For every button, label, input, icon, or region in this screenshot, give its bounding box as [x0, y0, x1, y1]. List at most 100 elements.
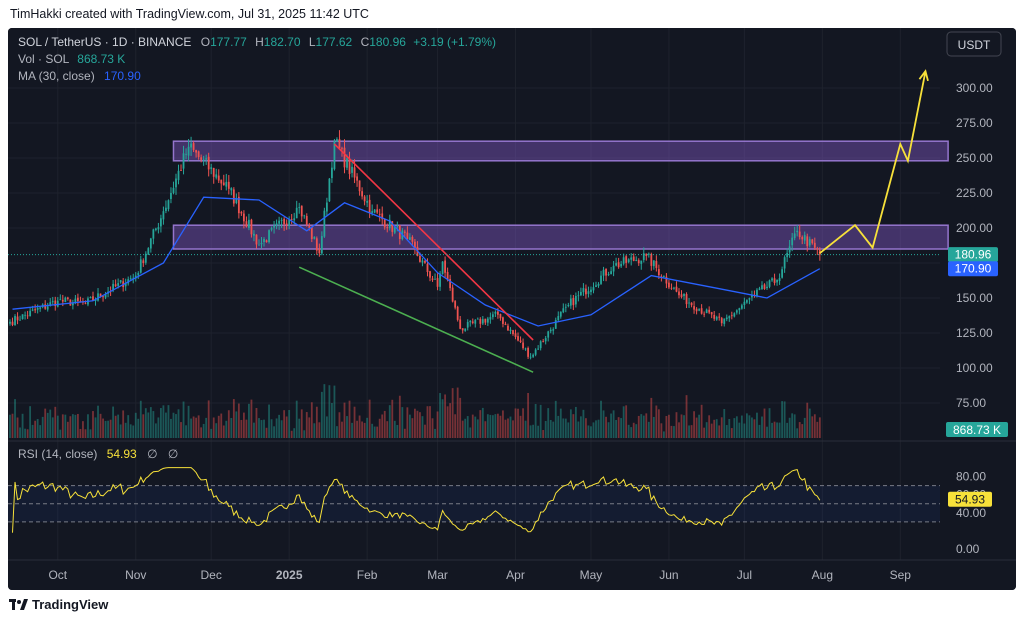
candle-body	[600, 275, 602, 284]
ma-label: MA (30, close)	[18, 69, 95, 83]
candle-body	[152, 229, 155, 239]
candle-body	[640, 260, 643, 264]
volume-bar	[134, 412, 137, 438]
resistance-trendline[interactable]	[333, 143, 534, 341]
volume-bar	[258, 418, 260, 438]
volume-bar	[132, 425, 135, 438]
volume-bar	[740, 415, 743, 438]
volume-bar	[605, 416, 607, 438]
candle-body	[469, 320, 472, 323]
candle-body	[192, 143, 195, 150]
candle-body	[99, 293, 102, 297]
legend-volume: Vol · SOL 868.73 K	[18, 52, 125, 66]
candle-body	[620, 264, 623, 267]
volume-bar	[99, 413, 102, 438]
candle-body	[265, 240, 268, 243]
volume-bar	[693, 411, 695, 438]
currency-button[interactable]: USDT	[946, 31, 1002, 57]
candle-body	[71, 302, 74, 306]
rsi-tag-text: 54.93	[955, 492, 985, 506]
volume-bar	[260, 420, 263, 438]
volume-bar	[403, 428, 406, 438]
candle-body	[720, 318, 723, 324]
volume-bar	[107, 420, 109, 438]
volume-bar	[117, 414, 120, 438]
candle-body	[441, 261, 444, 275]
candle-body	[36, 307, 39, 310]
price-tick-label: 150.00	[956, 291, 993, 305]
volume-bar	[708, 415, 711, 438]
candle-body	[411, 236, 414, 242]
volume-bar	[813, 414, 816, 438]
rsi-visibility-icon: ∅	[147, 447, 157, 461]
volume-bar	[305, 412, 308, 438]
volume-bar	[549, 419, 552, 438]
candle-body	[580, 291, 582, 296]
candle-body	[813, 242, 816, 248]
volume-bar	[318, 422, 321, 438]
candle-body	[444, 260, 446, 273]
chart-panel[interactable]: 300.00275.00250.00225.00200.00175.00150.…	[8, 28, 1016, 590]
chart-svg[interactable]: 300.00275.00250.00225.00200.00175.00150.…	[8, 28, 1016, 590]
volume-bar	[230, 417, 233, 438]
candle-body	[293, 218, 296, 221]
candle-body	[182, 153, 185, 169]
volume-bar	[205, 417, 208, 438]
volume-bar	[338, 412, 341, 438]
candle-body	[803, 235, 806, 241]
volume-bar	[9, 414, 11, 438]
volume-bar	[79, 428, 82, 438]
volume-bar	[49, 409, 52, 438]
volume-bar	[434, 428, 436, 438]
currency-button-label[interactable]: USDT	[958, 38, 991, 52]
support-trendline[interactable]	[298, 266, 534, 373]
volume-bar	[39, 425, 42, 438]
candle-body	[11, 321, 14, 325]
candle-body	[577, 295, 580, 297]
overlays	[8, 69, 940, 373]
candle-body	[273, 225, 275, 228]
volume-bar	[210, 428, 213, 438]
volume-bar	[225, 420, 228, 438]
candle-body	[207, 156, 210, 170]
volume-bar	[165, 412, 167, 438]
projection-path[interactable]	[819, 71, 927, 254]
candle-body	[816, 248, 819, 250]
attribution-text: TimHakki created with TradingView.com, J…	[10, 7, 369, 21]
candle-body	[499, 314, 502, 319]
candle-body	[275, 223, 278, 227]
volume-bar	[660, 423, 663, 438]
candle-body	[361, 191, 363, 197]
volume-bar	[527, 393, 529, 438]
volume-bar	[343, 402, 346, 438]
currency-button-bg[interactable]	[946, 31, 1002, 57]
volume-bar	[160, 408, 162, 438]
candle-body	[56, 300, 59, 307]
volume-bar	[333, 385, 336, 438]
volume-bar	[625, 405, 628, 438]
candle-body	[89, 296, 92, 299]
volume-bar	[97, 405, 99, 438]
volume-bar	[300, 409, 303, 438]
candle-body	[333, 141, 336, 170]
volume-bar	[539, 404, 542, 438]
resistance-zone[interactable]	[172, 140, 949, 162]
candle-body	[474, 320, 477, 324]
volume-bar	[29, 406, 32, 438]
time-tick-label: Sep	[890, 568, 912, 582]
candle-body	[489, 317, 492, 320]
candle-body	[574, 295, 577, 305]
volume-bar	[283, 410, 286, 438]
volume-bar	[791, 413, 794, 438]
volume-bar	[459, 397, 462, 438]
candle-body	[227, 181, 230, 189]
volume-bar	[202, 423, 205, 438]
resistance-zone[interactable]	[172, 224, 949, 250]
volume-bar	[200, 427, 203, 438]
candle-body	[680, 294, 683, 298]
volume-bar	[426, 406, 429, 438]
volume-bar	[436, 411, 439, 438]
volume-bar	[303, 430, 306, 438]
legend-ohlc: SOL / TetherUS · 1D · BINANCE O177.77 H1…	[18, 35, 496, 49]
volume-bar	[408, 414, 411, 438]
